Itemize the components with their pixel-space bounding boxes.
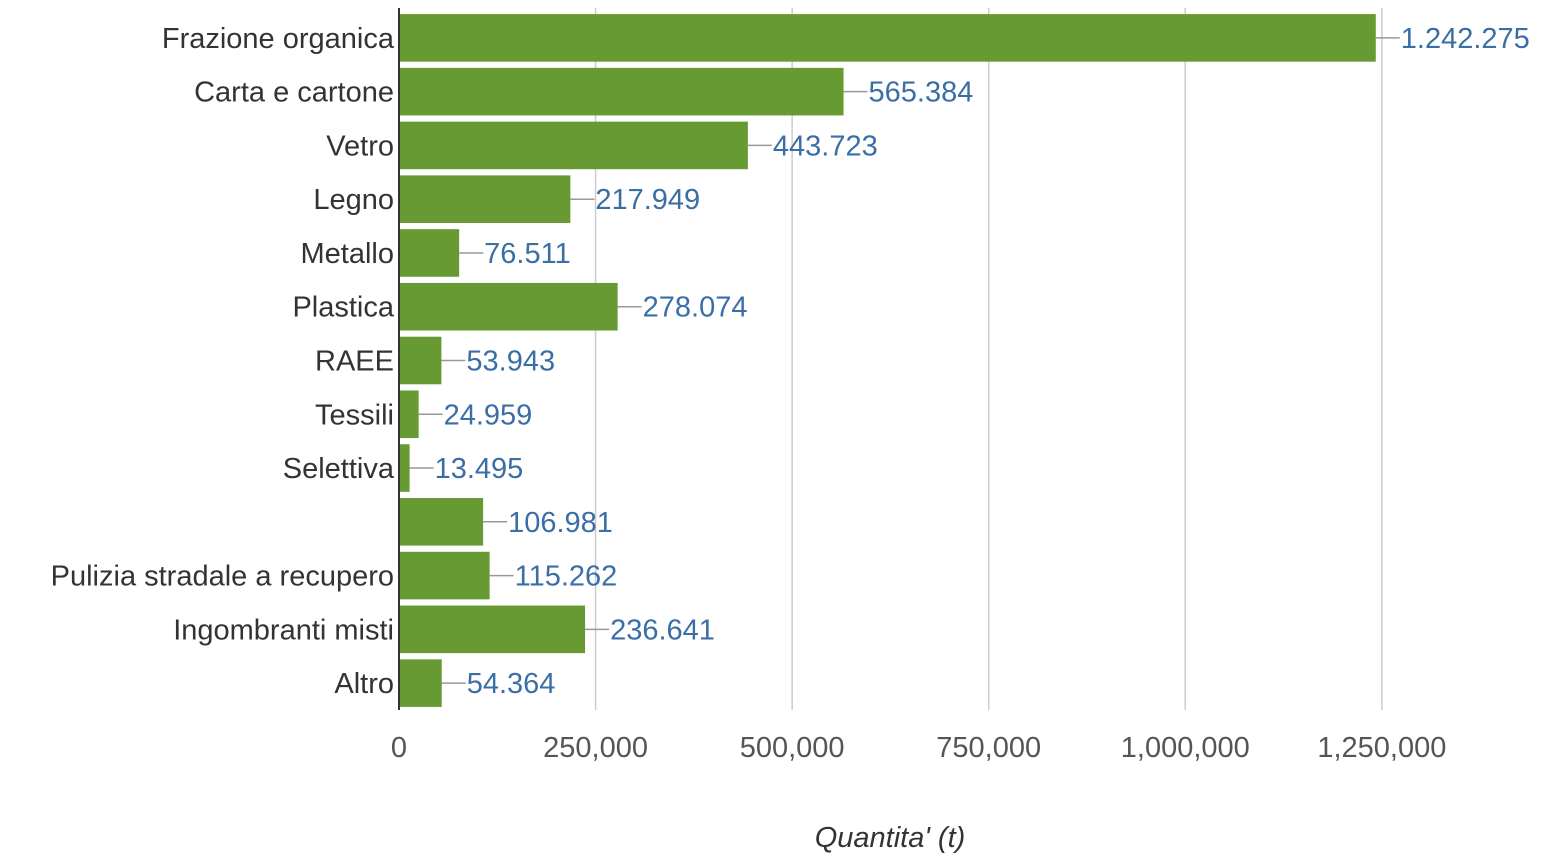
x-tick-label: 500,000 <box>740 732 845 764</box>
data-label: 236.641 <box>610 614 715 646</box>
bar <box>399 659 442 707</box>
category-label: Legno <box>313 184 394 216</box>
data-label: 106.981 <box>508 507 613 539</box>
bar <box>399 605 586 654</box>
x-tick-labels: 0 250,000 500,000 750,000 1,000,000 1,250,000 <box>391 732 1446 764</box>
category-label: Altro <box>334 668 394 700</box>
data-label: 76.511 <box>484 238 571 270</box>
leader-lines <box>409 37 1400 684</box>
bar <box>399 390 419 439</box>
x-tick-label: 0 <box>391 732 407 764</box>
category-label: RAEE <box>315 346 394 378</box>
category-label: Tessili <box>315 399 394 431</box>
category-label: Vetro <box>326 130 394 162</box>
category-label: Ingombranti misti <box>173 614 394 646</box>
data-label: 13.495 <box>435 453 524 485</box>
category-label: Selettiva <box>283 453 395 485</box>
bar <box>399 336 442 385</box>
bar <box>399 67 844 116</box>
bar <box>399 498 484 546</box>
x-tick-label: 1,250,000 <box>1317 732 1446 764</box>
bar <box>399 282 618 331</box>
data-labels: 1.242.275 565.384 443.723 217.949 76.511 278.… <box>435 23 1530 700</box>
data-label: 217.949 <box>595 184 700 216</box>
data-label: 24.959 <box>444 399 533 431</box>
data-label: 443.723 <box>773 130 878 162</box>
gridlines <box>594 8 1383 710</box>
category-label: Plastica <box>292 292 394 324</box>
bar <box>399 14 1376 62</box>
x-axis-title: Quantita' (t) <box>815 822 966 853</box>
bar <box>399 121 748 170</box>
category-labels: Frazione organica Carta e cartone Vetro Leg… <box>51 23 395 700</box>
category-label: Pulizia stradale a recupero <box>51 561 394 593</box>
data-label: 1.242.275 <box>1401 23 1530 55</box>
category-label: Frazione organica <box>162 23 395 55</box>
category-label: Carta e cartone <box>194 77 394 109</box>
bar <box>399 229 460 277</box>
bar <box>399 444 410 492</box>
bars <box>399 14 1376 707</box>
bar <box>399 175 571 223</box>
data-label: 115.262 <box>515 561 618 593</box>
data-label: 53.943 <box>466 346 555 378</box>
x-tick-label: 250,000 <box>543 732 648 764</box>
data-label: 565.384 <box>869 77 974 109</box>
category-label: Metallo <box>301 238 395 270</box>
x-tick-label: 1,000,000 <box>1121 732 1250 764</box>
data-label: 54.364 <box>467 668 556 700</box>
bar <box>399 551 490 600</box>
data-label: 278.074 <box>643 292 748 324</box>
x-tick-label: 750,000 <box>936 732 1041 764</box>
